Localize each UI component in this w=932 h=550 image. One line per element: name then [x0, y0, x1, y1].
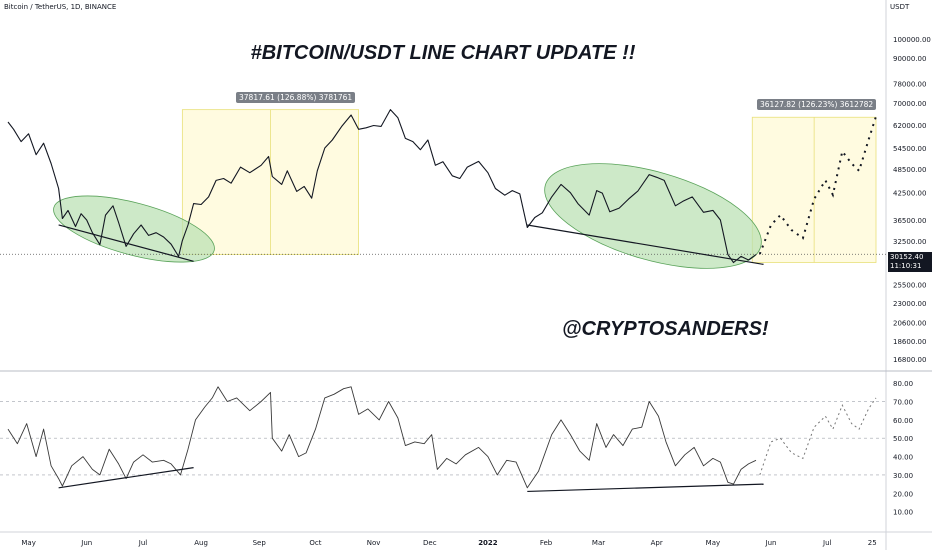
- time-tick-12: May: [706, 539, 720, 547]
- measure-label-1: 37817.61 (126.88%) 3781761: [236, 92, 356, 103]
- rsi-tick-6: 20.00: [893, 490, 913, 498]
- price-tick-9: 32500.00: [893, 238, 926, 246]
- price-tick-4: 62000.00: [893, 122, 926, 130]
- price-tick-11: 25500.00: [893, 281, 926, 289]
- rsi-tick-3: 50.00: [893, 435, 913, 443]
- currency-label: USDT: [890, 3, 910, 11]
- rsi-projection: [759, 397, 877, 476]
- chart-title: #BITCOIN/USDT LINE CHART UPDATE !!: [250, 42, 636, 64]
- price-tick-8: 36500.00: [893, 217, 926, 225]
- rsi-tick-0: 80.00: [893, 380, 913, 388]
- price-support-line-1: [58, 224, 194, 262]
- rsi-tick-1: 70.00: [893, 399, 913, 407]
- rsi-tick-5: 30.00: [893, 472, 913, 480]
- highlight-ellipse-1: [53, 195, 215, 263]
- last-price-value: 30152.40: [890, 253, 924, 261]
- price-tick-14: 18600.00: [893, 338, 926, 346]
- time-tick-8: 2022: [478, 539, 498, 547]
- price-line: [7, 109, 757, 264]
- time-tick-14: Jul: [822, 539, 832, 547]
- price-tick-7: 42500.00: [893, 190, 926, 198]
- rsi-tick-4: 40.00: [893, 454, 913, 462]
- price-support-line-2: [527, 224, 764, 265]
- rsi-tick-7: 10.00: [893, 509, 913, 517]
- price-tick-15: 16800.00: [893, 356, 926, 364]
- price-tick-3: 70000.00: [893, 100, 926, 108]
- symbol-label: Bitcoin / TetherUS, 1D, BINANCE: [4, 3, 117, 11]
- time-tick-4: Sep: [253, 539, 267, 547]
- price-tick-12: 23000.00: [893, 300, 926, 308]
- price-tick-6: 48500.00: [893, 166, 926, 174]
- time-tick-13: Jun: [765, 539, 777, 547]
- rsi-line: [7, 386, 757, 489]
- price-tick-5: 54500.00: [893, 145, 926, 153]
- time-tick-10: Mar: [592, 539, 605, 547]
- time-tick-15: 25: [868, 539, 877, 547]
- rsi-support-line-2: [527, 483, 764, 493]
- measure-label-2: 36127.82 (126.23%) 3612782: [757, 99, 877, 110]
- rsi-support-line-1: [58, 467, 194, 489]
- time-tick-9: Feb: [540, 539, 553, 547]
- last-price-countdown: 11:10:31: [890, 262, 922, 270]
- time-tick-1: Jun: [80, 539, 92, 547]
- last-price-badge: 30152.40 11:10:31: [888, 252, 932, 272]
- time-tick-7: Dec: [423, 539, 437, 547]
- rsi-tick-2: 60.00: [893, 417, 913, 425]
- time-tick-0: May: [21, 539, 35, 547]
- time-tick-5: Oct: [309, 539, 321, 547]
- price-tick-2: 78000.00: [893, 81, 926, 89]
- time-tick-6: Nov: [367, 539, 381, 547]
- time-tick-11: Apr: [651, 539, 663, 547]
- price-tick-0: 100000.00: [893, 36, 931, 44]
- time-tick-2: Jul: [138, 539, 148, 547]
- author-watermark: @CRYPTOSANDERS!: [562, 318, 769, 340]
- price-tick-1: 90000.00: [893, 55, 926, 63]
- highlight-ellipse-2: [544, 163, 762, 269]
- price-tick-13: 20600.00: [893, 320, 926, 328]
- time-tick-3: Aug: [194, 539, 208, 547]
